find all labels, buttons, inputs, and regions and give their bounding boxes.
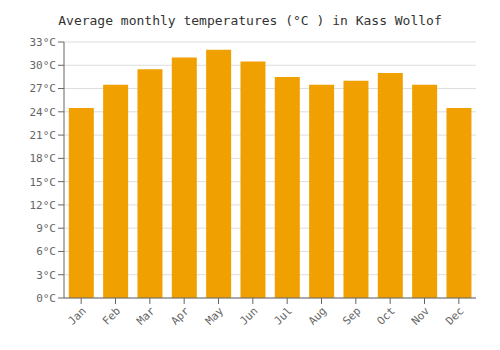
svg-text:18°C: 18°C [30, 152, 57, 165]
svg-text:Apr: Apr [169, 304, 193, 328]
svg-text:9°C: 9°C [36, 222, 56, 235]
svg-text:24°C: 24°C [30, 106, 57, 119]
svg-text:6°C: 6°C [36, 245, 56, 258]
svg-text:Feb: Feb [100, 304, 123, 327]
svg-text:Mar: Mar [134, 304, 158, 328]
svg-text:May: May [203, 304, 227, 328]
svg-text:Jun: Jun [237, 304, 260, 327]
svg-text:12°C: 12°C [30, 199, 57, 212]
svg-text:Nov: Nov [409, 304, 433, 328]
svg-text:15°C: 15°C [30, 176, 57, 189]
svg-text:30°C: 30°C [30, 59, 57, 72]
svg-text:21°C: 21°C [30, 129, 57, 142]
svg-text:Dec: Dec [443, 304, 466, 327]
svg-text:Sep: Sep [340, 304, 363, 327]
svg-text:Jan: Jan [66, 304, 89, 327]
svg-text:3°C: 3°C [36, 269, 56, 282]
svg-text:33°C: 33°C [30, 36, 57, 49]
html-text:Average monthly temperatures (: Average monthly temperatures (°C ) in Ka… [58, 13, 442, 28]
svg-text:0°C: 0°C [36, 292, 56, 305]
svg-text:Aug: Aug [306, 304, 329, 327]
svg-text:27°C: 27°C [30, 82, 57, 95]
svg-text:Jul: Jul [272, 304, 295, 327]
svg-text:Oct: Oct [375, 304, 398, 327]
